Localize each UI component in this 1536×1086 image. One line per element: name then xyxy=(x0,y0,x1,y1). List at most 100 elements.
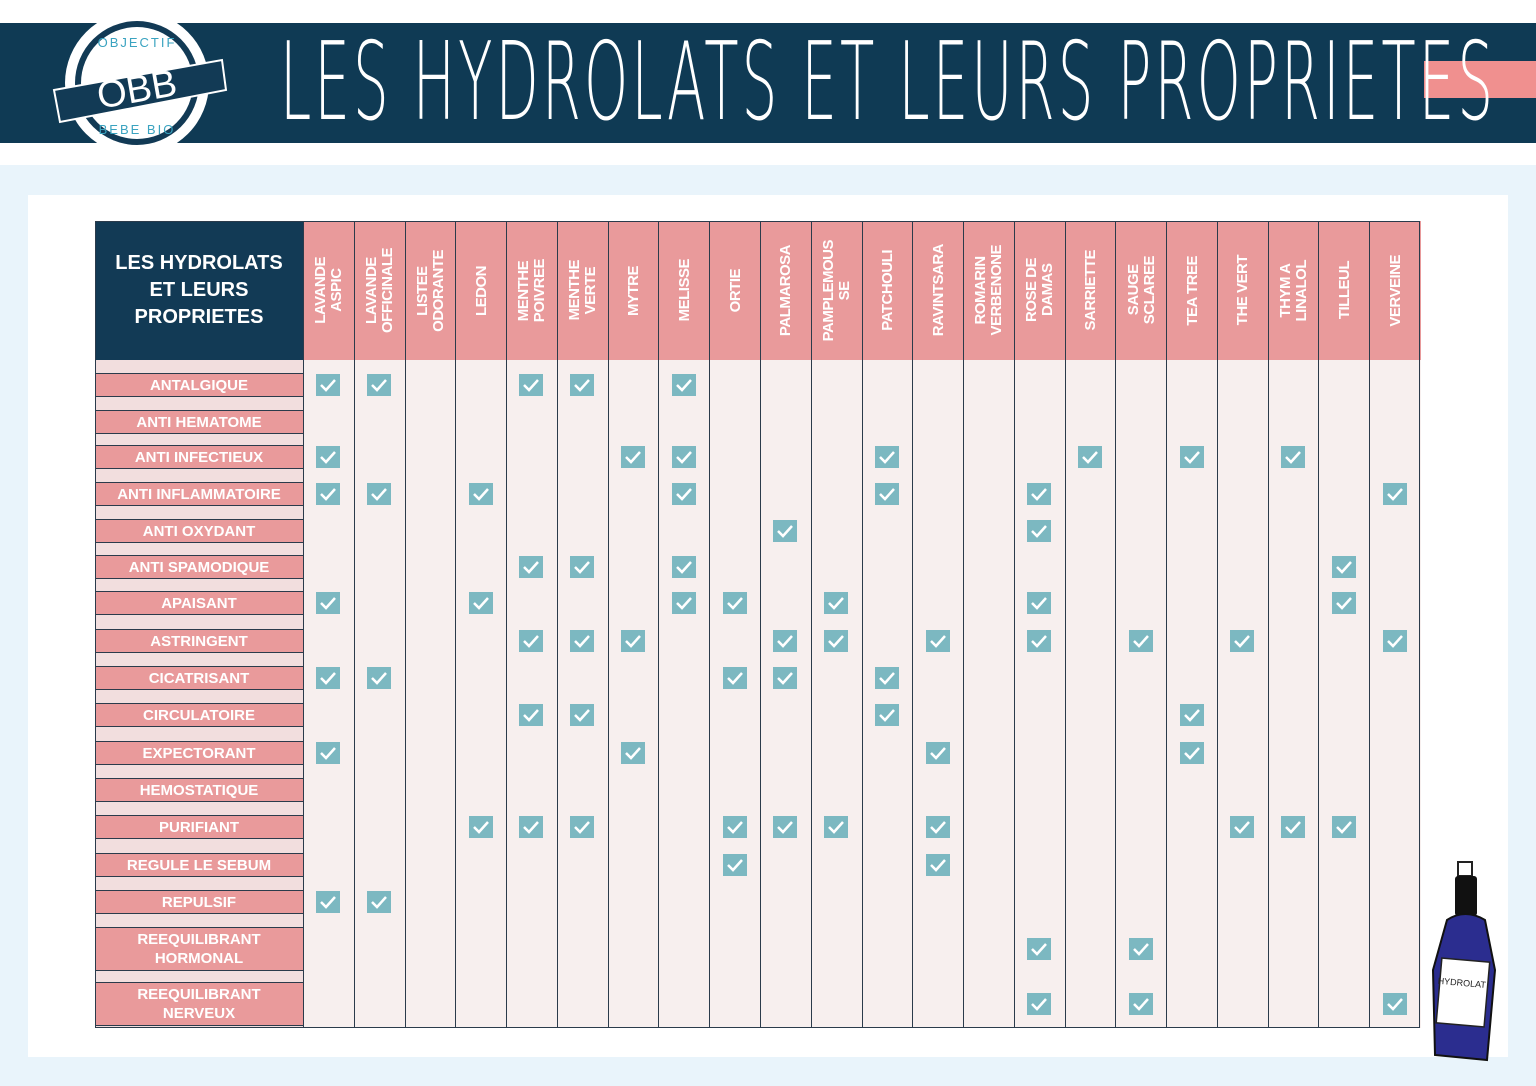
check-icon xyxy=(570,374,595,396)
row-label: ANTI OXYDANT xyxy=(95,519,303,543)
check-icon xyxy=(1077,446,1102,468)
column-header-label: LISTEE ODORANTE xyxy=(413,249,447,332)
check-icon xyxy=(519,704,544,726)
check-icon xyxy=(671,483,696,505)
row-label: EXPECTORANT xyxy=(95,741,303,765)
column-header: MYTRE xyxy=(607,221,660,360)
check-icon xyxy=(925,630,950,652)
column-header-label: ROSE DE DAMAS xyxy=(1023,258,1057,323)
column-cells xyxy=(709,360,761,1028)
check-icon xyxy=(1027,483,1052,505)
column-header: THYM A LINALOL xyxy=(1267,221,1320,360)
check-icon xyxy=(621,630,646,652)
check-icon xyxy=(570,556,595,578)
column-header-label: TILLEUL xyxy=(1335,261,1353,320)
check-icon xyxy=(367,667,392,689)
check-icon xyxy=(570,704,595,726)
column-header: PAMPLEMOUS SE xyxy=(810,221,863,360)
check-icon xyxy=(773,667,798,689)
column-header-label: ROMARIN VERBENONE xyxy=(972,245,1006,336)
check-icon xyxy=(519,374,544,396)
column-header-label: LAVANDE OFFICINALE xyxy=(363,248,397,333)
column-cells xyxy=(1064,360,1117,1028)
check-icon xyxy=(1331,816,1356,838)
check-icon xyxy=(1382,630,1407,652)
column-header: MELISSE xyxy=(658,221,711,360)
column-cells xyxy=(1115,360,1168,1028)
check-icon xyxy=(621,446,646,468)
row-label-background xyxy=(95,360,303,1028)
column-header-label: LAVANDE ASPIC xyxy=(312,257,346,324)
check-icon xyxy=(316,667,341,689)
column-header-label: MENTHE VERTE xyxy=(566,260,600,321)
table-corner-title: LES HYDROLATS ET LEURS PROPRIETES xyxy=(95,221,303,360)
check-icon xyxy=(925,816,950,838)
column-header: PATCHOULI xyxy=(861,221,914,360)
column-cells xyxy=(556,360,609,1028)
check-icon xyxy=(824,630,849,652)
check-icon xyxy=(1027,938,1052,960)
check-icon xyxy=(925,854,950,876)
column-cells xyxy=(303,360,355,1028)
column-header: LISTEE ODORANTE xyxy=(404,221,457,360)
check-icon xyxy=(773,816,798,838)
row-label: HEMOSTATIQUE xyxy=(95,778,303,802)
column-header-label: THYM A LINALOL xyxy=(1277,259,1311,322)
bottle-label: HYDROLAT xyxy=(1437,976,1487,990)
row-label: PURIFIANT xyxy=(95,815,303,839)
column-header-label: TEA TREE xyxy=(1183,255,1201,326)
row-label: CICATRISANT xyxy=(95,666,303,690)
check-icon xyxy=(1027,592,1052,614)
column-header: ROSE DE DAMAS xyxy=(1013,221,1066,360)
column-cells xyxy=(607,360,660,1028)
hydrolat-bottle-illustration: HYDROLAT xyxy=(1431,861,1497,1062)
column-cells xyxy=(1369,360,1421,1028)
column-header: LEDON xyxy=(455,221,508,360)
header-accent-bar xyxy=(1424,61,1536,98)
check-icon xyxy=(1281,816,1306,838)
check-icon xyxy=(519,816,544,838)
check-icon xyxy=(621,742,646,764)
row-label: REEQUILIBRANT NERVEUX xyxy=(95,982,303,1026)
logo-top-text: OBJECTIF xyxy=(98,35,177,50)
column-cells xyxy=(1216,360,1269,1028)
column-header-label: PAMPLEMOUS SE xyxy=(820,239,854,342)
row-label: REPULSIF xyxy=(95,890,303,914)
obb-logo: OBJECTIF OBB BEBE BIO xyxy=(52,11,228,155)
check-icon xyxy=(316,446,341,468)
check-icon xyxy=(1382,483,1407,505)
check-icon xyxy=(570,630,595,652)
column-header: MENTHE POIVREE xyxy=(506,221,558,360)
check-icon xyxy=(722,816,747,838)
check-icon xyxy=(1230,816,1255,838)
check-icon xyxy=(519,556,544,578)
column-cells xyxy=(1318,360,1371,1028)
check-icon xyxy=(722,667,747,689)
check-icon xyxy=(874,704,899,726)
row-label: APAISANT xyxy=(95,591,303,615)
logo-bottom-text: BEBE BIO xyxy=(99,122,176,137)
page-title: LES HYDROLATS ET LEURS PROPRIETES xyxy=(280,20,1497,145)
column-header-label: RAVINTSARA xyxy=(929,244,947,337)
column-header: VERVEINE xyxy=(1369,221,1421,360)
check-icon xyxy=(773,520,798,542)
check-icon xyxy=(1230,630,1255,652)
check-icon xyxy=(824,592,849,614)
check-icon xyxy=(1179,742,1204,764)
column-header: MENTHE VERTE xyxy=(556,221,609,360)
row-label: ANTALGIQUE xyxy=(95,373,303,397)
check-icon xyxy=(722,854,747,876)
column-header-label: SAUGE SCLAREE xyxy=(1124,256,1158,325)
column-cells xyxy=(1267,360,1320,1028)
row-label: ANTI INFLAMMATOIRE xyxy=(95,482,303,506)
check-icon xyxy=(519,630,544,652)
check-icon xyxy=(1128,993,1153,1015)
column-header-label: SARRIETTE xyxy=(1081,250,1099,331)
check-icon xyxy=(671,374,696,396)
column-cells xyxy=(1166,360,1218,1028)
check-icon xyxy=(874,667,899,689)
row-label: ANTI INFECTIEUX xyxy=(95,445,303,469)
column-cells xyxy=(353,360,406,1028)
check-icon xyxy=(925,742,950,764)
column-header: PALMAROSA xyxy=(759,221,812,360)
